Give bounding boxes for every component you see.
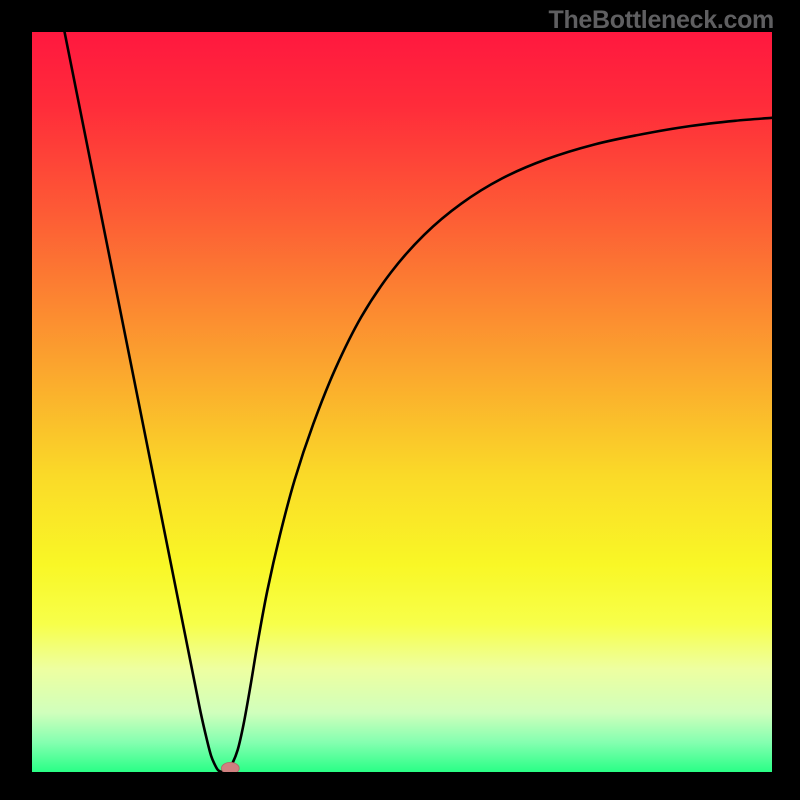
curve-layer xyxy=(32,32,772,772)
bottleneck-curve xyxy=(65,32,772,772)
watermark-text: TheBottleneck.com xyxy=(548,6,774,35)
plot-area xyxy=(32,32,772,772)
chart-container: TheBottleneck.com xyxy=(0,0,800,800)
minimum-marker xyxy=(221,762,239,772)
